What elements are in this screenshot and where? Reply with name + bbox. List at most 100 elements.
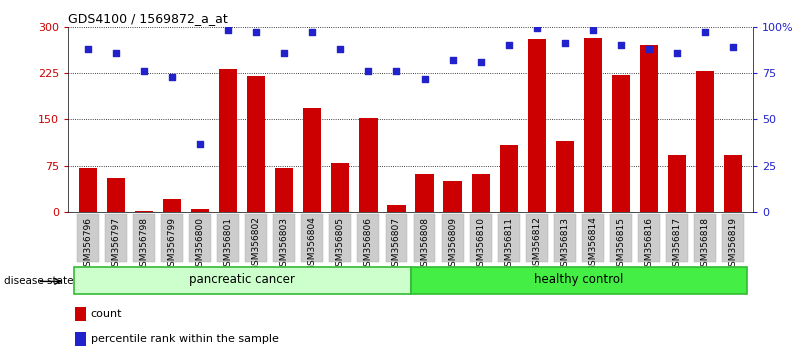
Bar xyxy=(612,75,630,212)
Bar xyxy=(219,69,237,212)
FancyBboxPatch shape xyxy=(469,215,492,262)
FancyBboxPatch shape xyxy=(638,215,660,262)
Point xyxy=(390,68,403,74)
Point xyxy=(670,50,683,55)
Text: GSM356817: GSM356817 xyxy=(673,217,682,272)
Text: GSM356801: GSM356801 xyxy=(223,217,232,272)
Bar xyxy=(584,38,602,212)
FancyBboxPatch shape xyxy=(329,215,352,262)
FancyBboxPatch shape xyxy=(77,215,99,262)
Text: disease state: disease state xyxy=(4,276,74,286)
Point xyxy=(250,29,263,35)
FancyBboxPatch shape xyxy=(410,267,747,294)
FancyBboxPatch shape xyxy=(666,215,688,262)
FancyBboxPatch shape xyxy=(357,215,380,262)
Bar xyxy=(107,178,125,212)
Bar xyxy=(75,332,86,346)
FancyBboxPatch shape xyxy=(723,215,744,262)
Point xyxy=(110,50,123,55)
Text: GSM356814: GSM356814 xyxy=(589,217,598,272)
FancyBboxPatch shape xyxy=(526,215,548,262)
FancyBboxPatch shape xyxy=(217,215,239,262)
Text: count: count xyxy=(91,309,123,319)
Bar xyxy=(275,168,293,212)
FancyBboxPatch shape xyxy=(385,215,408,262)
Text: GSM356815: GSM356815 xyxy=(617,217,626,272)
FancyBboxPatch shape xyxy=(161,215,183,262)
Text: GSM356819: GSM356819 xyxy=(729,217,738,272)
Bar xyxy=(416,174,433,212)
FancyBboxPatch shape xyxy=(610,215,632,262)
Point xyxy=(614,42,627,48)
Bar xyxy=(444,181,461,212)
Point xyxy=(222,28,235,33)
Text: GSM356807: GSM356807 xyxy=(392,217,401,272)
Text: GDS4100 / 1569872_a_at: GDS4100 / 1569872_a_at xyxy=(68,12,227,25)
Point xyxy=(334,46,347,52)
Bar xyxy=(696,71,714,212)
FancyBboxPatch shape xyxy=(497,215,520,262)
Text: pancreatic cancer: pancreatic cancer xyxy=(189,273,295,286)
Point xyxy=(642,46,655,52)
Point xyxy=(166,74,179,80)
Point xyxy=(306,29,319,35)
FancyBboxPatch shape xyxy=(105,215,127,262)
Bar xyxy=(388,205,405,212)
Text: healthy control: healthy control xyxy=(534,273,624,286)
Bar xyxy=(75,307,86,321)
Point xyxy=(446,57,459,63)
FancyBboxPatch shape xyxy=(441,215,464,262)
Bar xyxy=(332,163,349,212)
Point xyxy=(558,40,571,46)
Text: GSM356800: GSM356800 xyxy=(195,217,204,272)
Point xyxy=(418,76,431,81)
Point xyxy=(194,141,207,147)
Text: GSM356798: GSM356798 xyxy=(139,217,148,272)
FancyBboxPatch shape xyxy=(189,215,211,262)
Point xyxy=(474,59,487,65)
Point xyxy=(502,42,515,48)
Text: GSM356812: GSM356812 xyxy=(533,217,541,272)
Bar xyxy=(163,199,181,212)
Text: GSM356813: GSM356813 xyxy=(561,217,570,272)
FancyBboxPatch shape xyxy=(301,215,324,262)
FancyBboxPatch shape xyxy=(74,267,410,294)
Point xyxy=(82,46,95,52)
Text: GSM356799: GSM356799 xyxy=(167,217,176,272)
Bar xyxy=(724,155,743,212)
Point xyxy=(586,28,599,33)
Point xyxy=(138,68,151,74)
Bar xyxy=(135,211,153,212)
Bar xyxy=(303,108,321,212)
Bar xyxy=(247,76,265,212)
Point xyxy=(278,50,291,55)
Bar xyxy=(640,45,658,212)
FancyBboxPatch shape xyxy=(582,215,604,262)
Text: GSM356808: GSM356808 xyxy=(420,217,429,272)
Text: percentile rank within the sample: percentile rank within the sample xyxy=(91,334,279,344)
Text: GSM356806: GSM356806 xyxy=(364,217,373,272)
Text: GSM356802: GSM356802 xyxy=(252,217,260,272)
Bar xyxy=(528,39,546,212)
Bar xyxy=(360,118,377,212)
Bar xyxy=(556,141,574,212)
Text: GSM356816: GSM356816 xyxy=(645,217,654,272)
Text: GSM356796: GSM356796 xyxy=(83,217,92,272)
Bar xyxy=(191,209,209,212)
Text: GSM356803: GSM356803 xyxy=(280,217,288,272)
Text: GSM356809: GSM356809 xyxy=(448,217,457,272)
Text: GSM356804: GSM356804 xyxy=(308,217,316,272)
Bar xyxy=(668,155,686,212)
Bar xyxy=(472,174,489,212)
Text: GSM356811: GSM356811 xyxy=(505,217,513,272)
Point xyxy=(698,29,711,35)
FancyBboxPatch shape xyxy=(413,215,436,262)
Point xyxy=(530,25,543,31)
FancyBboxPatch shape xyxy=(133,215,155,262)
Bar xyxy=(500,145,518,212)
Text: GSM356805: GSM356805 xyxy=(336,217,345,272)
FancyBboxPatch shape xyxy=(554,215,576,262)
FancyBboxPatch shape xyxy=(245,215,267,262)
Point xyxy=(362,68,375,74)
Text: GSM356810: GSM356810 xyxy=(476,217,485,272)
